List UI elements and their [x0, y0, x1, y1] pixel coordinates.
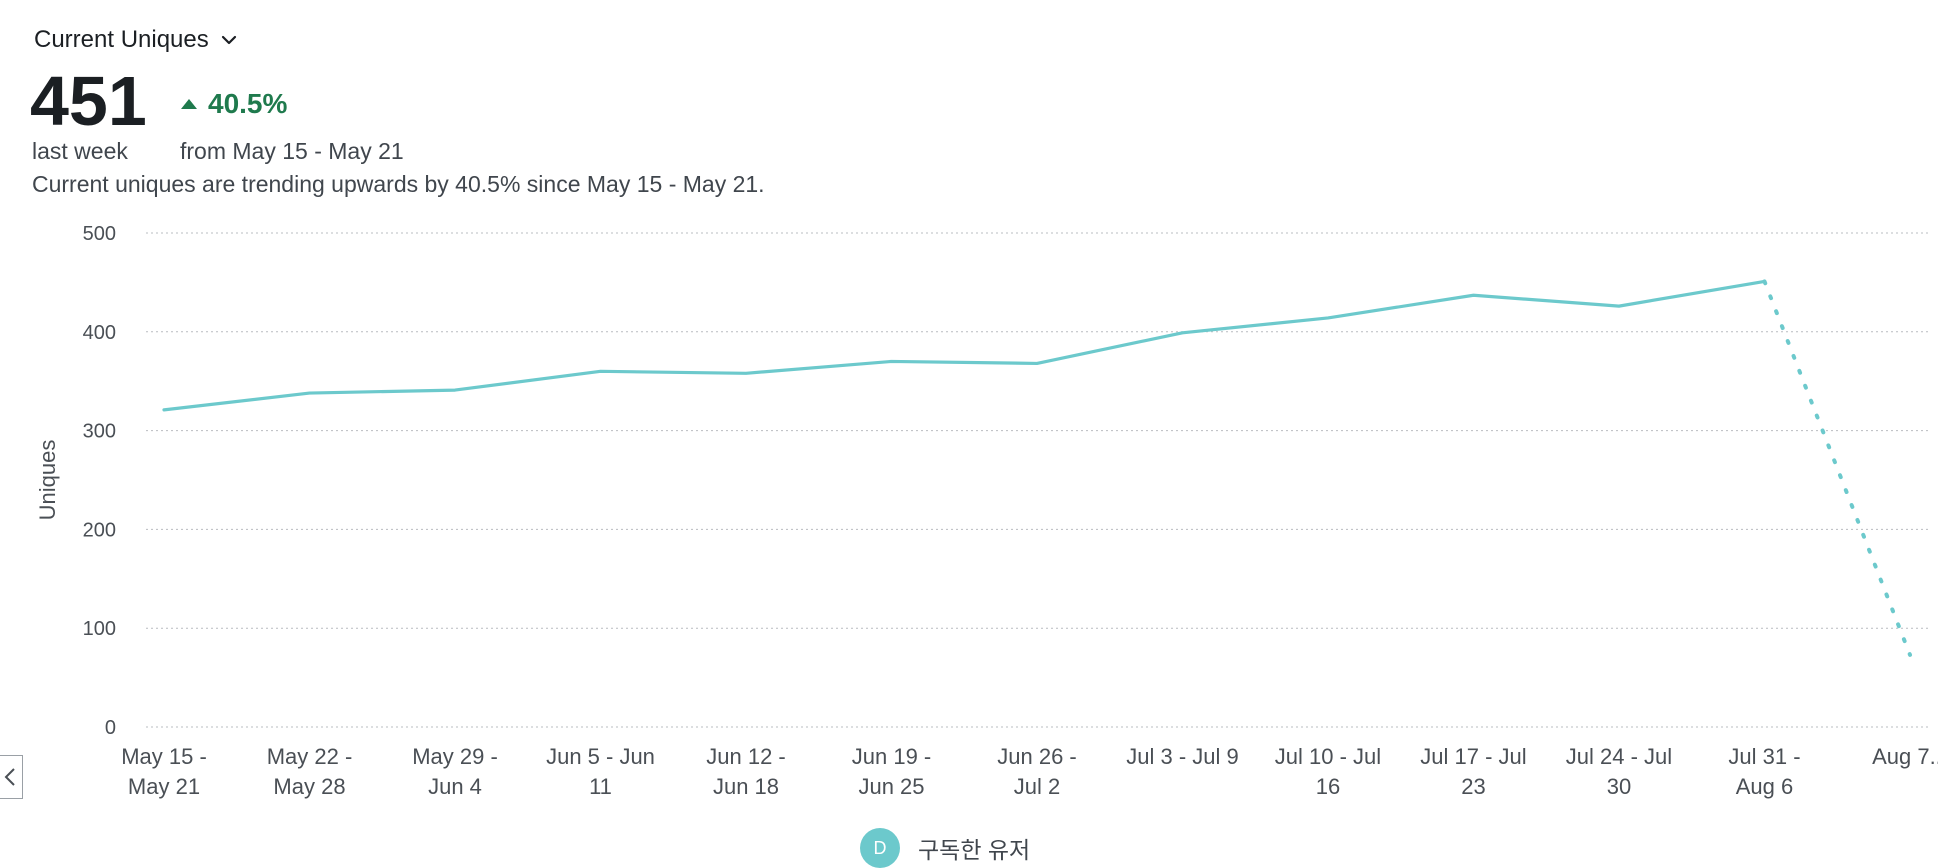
trend-summary: Current uniques are trending upwards by …	[32, 171, 765, 197]
uniques-line-chart: 0 100 200 300 400 500 Uniques May 15 - May 21 May…	[35, 223, 1938, 799]
series-line	[162, 279, 1767, 412]
period-label: last week	[32, 138, 128, 164]
change-percent: 40.5%	[208, 88, 288, 119]
legend-label: 구독한 유저	[918, 837, 1031, 863]
x-tick-label: Jun 5 - Jun	[546, 744, 655, 769]
x-tick-label: Jun 25	[858, 774, 924, 799]
x-tick-label: Jun 18	[713, 774, 779, 799]
triangle-up-icon	[181, 99, 197, 109]
legend-badge: D	[860, 828, 900, 868]
x-tick-label: May 15 -	[121, 744, 207, 769]
x-tick-label: 11	[589, 774, 612, 799]
x-tick-label: Jul 31 -	[1728, 744, 1800, 769]
metric-dropdown-label: Current Uniques	[34, 26, 209, 53]
x-tick-label: 23	[1461, 774, 1485, 799]
previous-page-button[interactable]	[0, 755, 23, 799]
x-tick-label: Jun 4	[428, 774, 482, 799]
y-tick-label: 300	[83, 421, 116, 443]
y-tick-label: 200	[83, 519, 116, 541]
x-tick-label: Jul 2	[1014, 774, 1060, 799]
x-tick-label: Aug 7...	[1872, 744, 1938, 769]
x-tick-label: May 29 -	[412, 744, 498, 769]
y-tick-label: 500	[83, 223, 116, 245]
x-tick-label: Jun 12 -	[706, 744, 786, 769]
current-value: 451	[30, 62, 147, 140]
chevron-left-icon	[4, 768, 15, 786]
x-tick-label: May 28	[273, 774, 345, 799]
y-tick-label: 100	[83, 618, 116, 640]
x-tick-label: May 22 -	[267, 744, 353, 769]
y-axis-label: Uniques	[35, 440, 60, 521]
compare-label: from May 15 - May 21	[180, 138, 404, 164]
metric-dropdown[interactable]: Current Uniques	[34, 26, 239, 54]
change-indicator: 40.5%	[180, 88, 287, 120]
x-tick-label: Jun 19 -	[852, 744, 932, 769]
x-tick-label: Jul 10 - Jul	[1275, 744, 1381, 769]
legend-item[interactable]: D 구독한 유저	[860, 828, 1030, 868]
y-tick-label: 0	[105, 717, 116, 739]
x-tick-label: Jul 3 - Jul 9	[1126, 744, 1239, 769]
x-tick-label: Jul 24 - Jul	[1566, 744, 1672, 769]
x-tick-label: Aug 6	[1736, 774, 1794, 799]
x-tick-label: May 21	[128, 774, 200, 799]
x-tick-label: 16	[1316, 774, 1340, 799]
x-tick-label: Jul 17 - Jul	[1420, 744, 1526, 769]
x-tick-label: Jun 26 -	[997, 744, 1077, 769]
chevron-down-icon	[221, 35, 236, 45]
y-tick-label: 400	[83, 322, 116, 344]
x-tick-label: 30	[1607, 774, 1631, 799]
series-line-incomplete	[1762, 279, 1912, 657]
